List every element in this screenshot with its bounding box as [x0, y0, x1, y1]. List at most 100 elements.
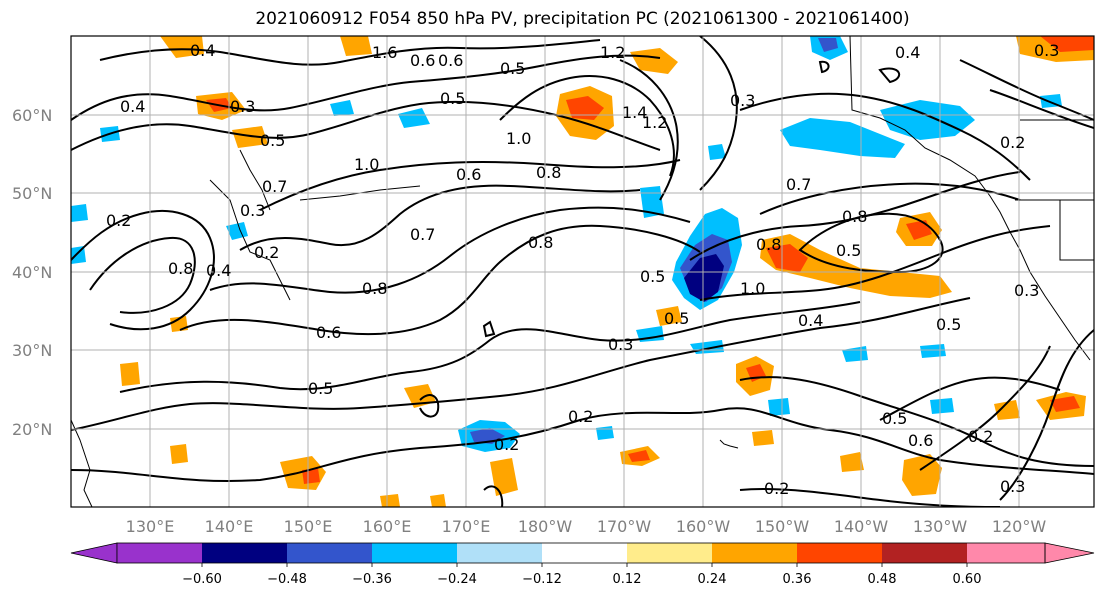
neg-area-trop-7 [930, 398, 954, 414]
lon-label-160w: 160°W [676, 517, 731, 536]
pos-area-trop-6 [994, 400, 1020, 420]
longitude-labels: 130°E 140°E 150°E 160°E 170°E 180°W 170°… [126, 517, 1047, 536]
contour-line [818, 60, 830, 74]
lat-label-20n: 20°N [12, 420, 52, 439]
lon-label-140w: 140°W [834, 517, 889, 536]
pos-area-bot-1 [380, 494, 400, 507]
contour-label: 0.5 [664, 309, 689, 328]
contour-line [119, 301, 861, 393]
colorbar-tick-label: 0.36 [783, 572, 812, 587]
contour-label: 1.0 [354, 155, 379, 174]
contour-label: 0.4 [798, 311, 823, 330]
contour-label: 0.5 [882, 409, 907, 428]
neg-area-trop-4 [596, 426, 614, 440]
lon-label-130e: 130°E [126, 517, 175, 536]
lon-label-140e: 140°E [205, 517, 254, 536]
colorbar-segment [712, 543, 797, 563]
colorbar-outline [116, 542, 1046, 564]
contour-label: 0.4 [190, 41, 215, 60]
contour-label: 0.4 [895, 43, 920, 62]
neg-area-gulf-alaska [880, 100, 975, 140]
contour-line [71, 407, 1094, 483]
colorbar-left-extension [70, 542, 118, 564]
colorbar-segment [797, 543, 882, 563]
colorbar-segment [457, 543, 542, 563]
pos-area-trop-2 [902, 454, 942, 496]
contour-line [879, 376, 1061, 421]
contour-line [259, 159, 681, 211]
contour-label: 0.3 [1034, 41, 1059, 60]
contour-label: 0.5 [936, 315, 961, 334]
contour-label: 0.8 [528, 233, 553, 252]
coastline-asia [71, 419, 93, 507]
graticule [71, 36, 1094, 507]
neg-area-nepac [640, 186, 664, 218]
contour-label: 0.7 [410, 225, 435, 244]
contour-line [989, 89, 1094, 129]
lat-label-60n: 60°N [12, 106, 52, 125]
contour-label: 0.2 [1000, 133, 1025, 152]
latitude-labels: 60°N 50°N 40°N 30°N 20°N [12, 106, 52, 439]
contour-label: 0.8 [842, 207, 867, 226]
contour-line [499, 75, 675, 177]
neg-area-west-2 [71, 246, 86, 264]
pos-area-trop-3-core [1050, 396, 1080, 412]
contour-label: 1.2 [600, 43, 625, 62]
contour-label: 0.6 [316, 323, 341, 342]
contour-labels: 0.4 1.6 0.6 0.6 1.2 0.4 0.3 0.5 0.3 0.4 … [106, 41, 1059, 498]
contour-label: 0.5 [836, 241, 861, 260]
colorbar-tick-label: −0.60 [182, 572, 222, 587]
contour-label: 0.5 [500, 59, 525, 78]
colorbar-ticks [201, 563, 968, 567]
colorbar-right-extension [1044, 542, 1095, 564]
contour-line [209, 206, 691, 294]
pos-area-top-right-core [1040, 36, 1094, 52]
lat-label-50n: 50°N [12, 184, 52, 203]
contour-label: 0.3 [240, 201, 265, 220]
contour-line [699, 36, 738, 191]
contour-line [482, 320, 496, 338]
contour-label: 0.6 [438, 51, 463, 70]
contour-label: 0.5 [640, 267, 665, 286]
pos-area-sw-5 [490, 458, 518, 496]
pos-area-ne-pacific-band [760, 234, 952, 298]
contour-label: 0.3 [1014, 281, 1039, 300]
lon-label-150w: 150°W [755, 517, 810, 536]
neg-area-nw-3 [330, 100, 354, 116]
contour-line [99, 39, 601, 66]
contour-label: 0.2 [764, 479, 789, 498]
contour-label: 0.3 [1000, 477, 1025, 496]
contour-label: 0.2 [106, 211, 131, 230]
coastline-kamchatka [239, 149, 271, 211]
contour-label: 0.2 [494, 435, 519, 454]
colorbar-tick-label: −0.12 [522, 572, 562, 587]
contour-line [739, 92, 1031, 181]
colorbar-segment [542, 543, 627, 563]
contour-label: 0.5 [260, 131, 285, 150]
contour-line [919, 345, 1051, 471]
contour-label: 1.6 [372, 43, 397, 62]
neg-area-trop-3 [768, 398, 790, 416]
pos-area-top-left-2 [340, 36, 372, 56]
map-content: 0.4 1.6 0.6 0.6 1.2 0.4 0.3 0.5 0.3 0.4 … [71, 36, 1094, 507]
contour-label: 1.2 [642, 113, 667, 132]
lon-label-160e: 160°E [363, 517, 412, 536]
neg-area-top-center-core [818, 38, 838, 52]
pos-area-top-left-1 [160, 36, 204, 58]
colorbar-tick-label: −0.36 [352, 572, 392, 587]
colorbar-tick-label: 0.12 [613, 572, 642, 587]
contour-line [71, 297, 971, 431]
pos-area-trop-4-core [628, 450, 650, 462]
pos-area-sw-3 [170, 444, 188, 464]
lon-label-170e: 170°E [442, 517, 491, 536]
contour-label: 1.0 [506, 129, 531, 148]
colorbar: −0.60 −0.48 −0.36 −0.24 −0.12 0.12 0.24 … [70, 542, 1095, 587]
neg-area-alaska-coast [780, 118, 905, 158]
lat-label-40n: 40°N [12, 263, 52, 282]
map-title: 2021060912 F054 850 hPa PV, precipitatio… [255, 9, 910, 29]
map-frame [70, 35, 1095, 508]
contour-label: 0.4 [120, 97, 145, 116]
neg-area-nw-2 [398, 108, 430, 128]
contour-line [619, 59, 679, 201]
